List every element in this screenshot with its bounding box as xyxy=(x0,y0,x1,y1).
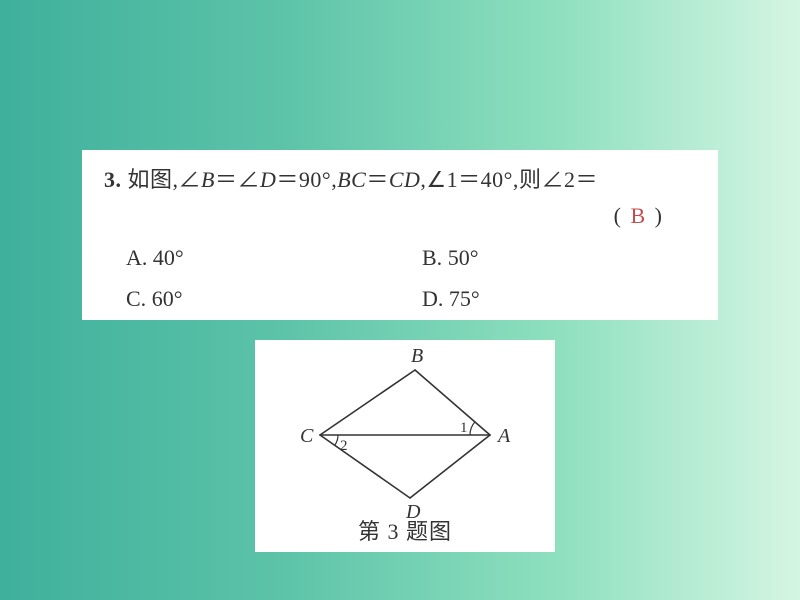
g3a: ∠1＝40°, xyxy=(426,167,519,192)
option-c-text: 60° xyxy=(146,286,182,311)
option-b: B. 50° xyxy=(400,237,696,279)
option-c-letter: C. xyxy=(126,286,146,311)
g2b: ＝ xyxy=(366,167,389,192)
ask: 则∠2＝ xyxy=(519,167,598,192)
option-a: A. 40° xyxy=(104,237,400,279)
question-box: 3. 如图,∠B＝∠D＝90°,BC＝CD,∠1＝40°,则∠2＝ ( B ) … xyxy=(82,150,718,320)
option-a-letter: A. xyxy=(126,245,147,270)
g1a: ∠ xyxy=(179,167,202,192)
option-c: C. 60° xyxy=(104,278,400,320)
figure-svg: BACD12 xyxy=(255,340,555,520)
figure-caption: 第 3 题图 xyxy=(255,514,555,546)
answer-letter: B xyxy=(630,203,647,228)
option-b-text: 50° xyxy=(442,245,478,270)
option-d-letter: D. xyxy=(422,286,443,311)
question-stem: 3. 如图,∠B＝∠D＝90°,BC＝CD,∠1＝40°,则∠2＝ xyxy=(104,162,696,198)
svg-text:1: 1 xyxy=(460,420,468,436)
g1c: ＝∠ xyxy=(215,167,260,192)
g1b: B xyxy=(201,167,215,192)
stem-prefix: 如图, xyxy=(122,167,179,192)
g2a: BC xyxy=(337,167,366,192)
figure-box: BACD12 第 3 题图 xyxy=(255,340,555,552)
svg-text:C: C xyxy=(300,425,314,447)
svg-text:2: 2 xyxy=(340,438,348,454)
g1d: D xyxy=(260,167,276,192)
option-d: D. 75° xyxy=(400,278,696,320)
g1e: ＝90°, xyxy=(276,167,337,192)
g2c: CD xyxy=(389,167,421,192)
paren-open: ( xyxy=(614,203,623,228)
svg-text:B: B xyxy=(411,345,423,367)
paren-close: ) xyxy=(655,203,664,228)
answer-line: ( B ) xyxy=(104,198,696,234)
question-number: 3. xyxy=(104,167,122,192)
option-d-text: 75° xyxy=(443,286,479,311)
option-a-text: 40° xyxy=(147,245,183,270)
options-container: A. 40° B. 50° C. 60° D. 75° xyxy=(104,237,696,321)
svg-text:A: A xyxy=(496,425,511,447)
option-b-letter: B. xyxy=(422,245,442,270)
